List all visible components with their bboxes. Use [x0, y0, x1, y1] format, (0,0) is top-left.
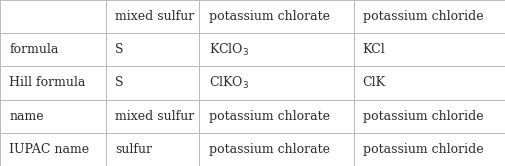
Text: ClK: ClK [363, 77, 386, 89]
Text: potassium chlorate: potassium chlorate [209, 10, 330, 23]
Text: potassium chloride: potassium chloride [363, 110, 483, 123]
Text: potassium chlorate: potassium chlorate [209, 143, 330, 156]
Text: Hill formula: Hill formula [9, 77, 85, 89]
Text: name: name [9, 110, 44, 123]
Text: S: S [115, 77, 124, 89]
Text: mixed sulfur: mixed sulfur [115, 110, 194, 123]
Text: potassium chloride: potassium chloride [363, 10, 483, 23]
Text: sulfur: sulfur [115, 143, 152, 156]
Text: ClKO$_3$: ClKO$_3$ [209, 75, 248, 91]
Text: S: S [115, 43, 124, 56]
Text: KClO$_3$: KClO$_3$ [209, 42, 248, 58]
Text: potassium chlorate: potassium chlorate [209, 110, 330, 123]
Text: formula: formula [9, 43, 59, 56]
Text: KCl: KCl [363, 43, 385, 56]
Text: IUPAC name: IUPAC name [9, 143, 89, 156]
Text: mixed sulfur: mixed sulfur [115, 10, 194, 23]
Text: potassium chloride: potassium chloride [363, 143, 483, 156]
